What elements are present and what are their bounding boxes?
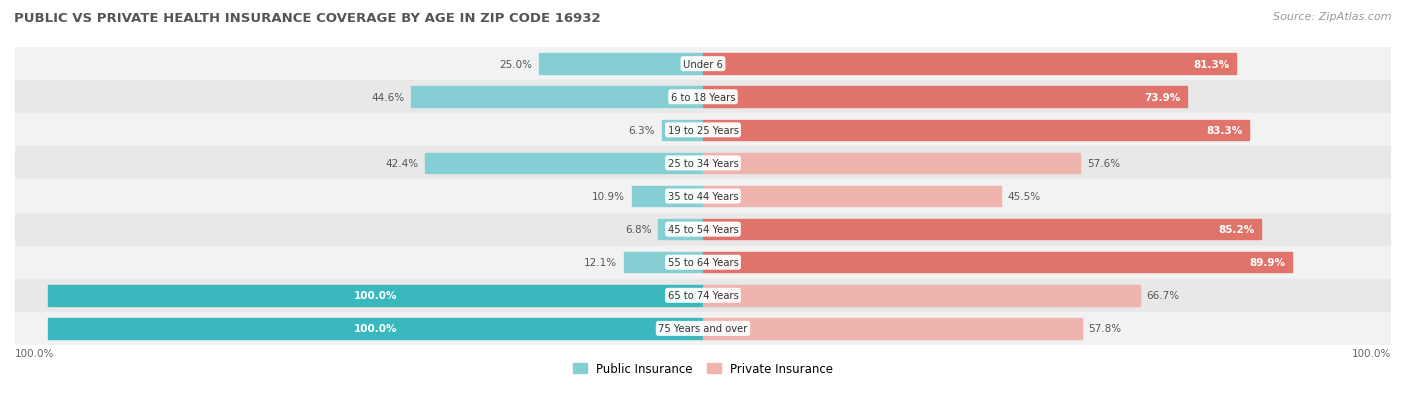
- Bar: [15, 246, 1391, 279]
- Text: 65 to 74 Years: 65 to 74 Years: [668, 291, 738, 301]
- Bar: [15, 279, 1391, 312]
- Text: 45.5%: 45.5%: [1008, 192, 1040, 202]
- Bar: [703, 186, 1001, 207]
- Bar: [703, 153, 1080, 174]
- Text: 75 Years and over: 75 Years and over: [658, 324, 748, 334]
- Bar: [538, 54, 703, 75]
- Text: 73.9%: 73.9%: [1144, 93, 1181, 102]
- Bar: [658, 219, 703, 240]
- Text: 100.0%: 100.0%: [15, 349, 55, 358]
- Text: 89.9%: 89.9%: [1250, 258, 1285, 268]
- Text: 100.0%: 100.0%: [354, 324, 396, 334]
- Text: 57.8%: 57.8%: [1088, 324, 1122, 334]
- Bar: [48, 318, 703, 339]
- Text: 42.4%: 42.4%: [385, 159, 419, 169]
- Bar: [411, 87, 703, 108]
- Text: 10.9%: 10.9%: [592, 192, 626, 202]
- Bar: [15, 147, 1391, 180]
- Bar: [15, 180, 1391, 213]
- Text: Under 6: Under 6: [683, 59, 723, 69]
- Text: 19 to 25 Years: 19 to 25 Years: [668, 126, 738, 135]
- Bar: [703, 120, 1249, 141]
- Text: 6 to 18 Years: 6 to 18 Years: [671, 93, 735, 102]
- Bar: [15, 213, 1391, 246]
- Text: 81.3%: 81.3%: [1192, 59, 1229, 69]
- Text: 6.3%: 6.3%: [628, 126, 655, 135]
- Text: Source: ZipAtlas.com: Source: ZipAtlas.com: [1274, 12, 1392, 22]
- Text: 12.1%: 12.1%: [583, 258, 617, 268]
- Text: 83.3%: 83.3%: [1206, 126, 1243, 135]
- Bar: [662, 120, 703, 141]
- Bar: [703, 219, 1261, 240]
- Bar: [48, 285, 703, 306]
- Bar: [624, 252, 703, 273]
- Text: 66.7%: 66.7%: [1147, 291, 1180, 301]
- Text: 35 to 44 Years: 35 to 44 Years: [668, 192, 738, 202]
- Bar: [703, 285, 1140, 306]
- Text: 6.8%: 6.8%: [626, 225, 652, 235]
- Text: 100.0%: 100.0%: [354, 291, 396, 301]
- Legend: Public Insurance, Private Insurance: Public Insurance, Private Insurance: [572, 362, 834, 375]
- Bar: [703, 54, 1236, 75]
- Bar: [15, 48, 1391, 81]
- Text: 45 to 54 Years: 45 to 54 Years: [668, 225, 738, 235]
- Bar: [15, 114, 1391, 147]
- Text: 25 to 34 Years: 25 to 34 Years: [668, 159, 738, 169]
- Text: 85.2%: 85.2%: [1219, 225, 1254, 235]
- Bar: [703, 318, 1081, 339]
- Bar: [15, 81, 1391, 114]
- Bar: [703, 87, 1187, 108]
- Text: PUBLIC VS PRIVATE HEALTH INSURANCE COVERAGE BY AGE IN ZIP CODE 16932: PUBLIC VS PRIVATE HEALTH INSURANCE COVER…: [14, 12, 600, 25]
- Text: 25.0%: 25.0%: [499, 59, 533, 69]
- Bar: [15, 312, 1391, 345]
- Bar: [631, 186, 703, 207]
- Text: 57.6%: 57.6%: [1087, 159, 1121, 169]
- Text: 100.0%: 100.0%: [1351, 349, 1391, 358]
- Text: 44.6%: 44.6%: [371, 93, 404, 102]
- Bar: [425, 153, 703, 174]
- Bar: [703, 252, 1292, 273]
- Text: 55 to 64 Years: 55 to 64 Years: [668, 258, 738, 268]
